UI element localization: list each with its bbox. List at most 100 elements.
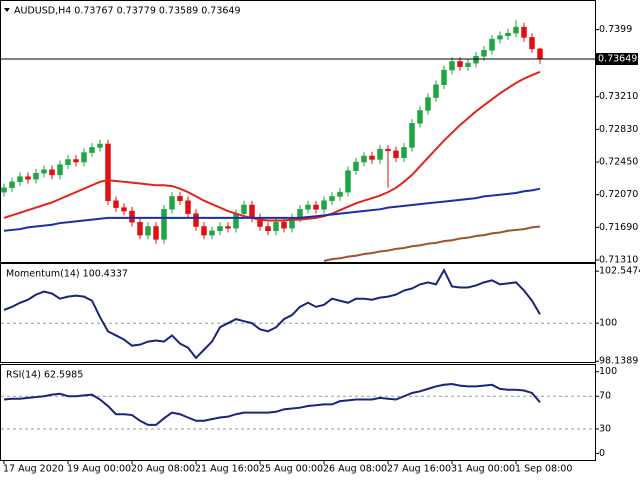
candle-body [353,161,359,171]
candle-body [225,226,231,229]
panel-title: RSI(14) 62.5985 [6,370,83,381]
x-tick-label: 25 Aug 00:00 [259,464,323,475]
panel-frame [0,263,596,363]
candle-body [417,110,423,124]
candle-body [281,221,287,229]
candle-body [57,164,63,176]
candle-body [209,230,215,236]
candle-body [49,169,55,176]
candle-body [521,26,527,38]
candle-body [41,169,47,174]
candle-body [409,123,415,148]
candle-body [401,147,407,158]
indicator-line [3,267,541,360]
y-tick-label: 100 [599,366,617,377]
y-tick-label: 0.72450 [599,157,638,168]
candle-body [297,209,303,219]
x-tick-label: 27 Aug 16:00 [387,464,451,475]
moving-average [323,225,541,262]
candle-body [329,196,335,201]
candle-body [249,204,255,219]
candle-body [441,69,447,85]
x-tick-label: 31 Aug 00:00 [451,464,515,475]
candle-body [73,159,79,163]
y-tick-label: 98.1389 [599,356,638,367]
candle-body [473,56,479,64]
chart-title: AUDUSD,H4 0.73767 0.73779 0.73589 0.7364… [14,6,241,17]
candle-body [537,48,543,60]
menu-arrow [4,8,10,12]
indicator-line [3,382,541,426]
y-tick-label: 70 [599,391,611,402]
panel-frame [0,364,596,461]
candle-body [97,143,103,148]
x-tick-label: 21 Aug 16:00 [195,464,259,475]
candle-body [529,37,535,50]
candle-body [65,159,71,165]
candle-body [361,155,367,163]
y-tick-label: 102.5474 [599,266,640,277]
candle-body [25,176,31,180]
candle-body [185,200,191,214]
candle-body [233,213,239,229]
y-tick-label: 0.73210 [599,91,638,102]
candle-body [1,187,7,193]
x-tick-label: 20 Aug 08:00 [131,464,195,475]
candle-body [425,97,431,111]
panel-title: Momentum(14) 100.4337 [6,269,128,280]
candle-body [145,226,151,236]
candle-body [273,221,279,232]
candle-body [33,172,39,180]
panel-frame [0,0,596,263]
candle-body [321,200,327,210]
price-tag-label: 0.73649 [598,53,637,64]
candle-body [81,152,87,163]
candle-body [345,170,351,193]
candle-body [265,226,271,232]
candle-body [497,35,503,40]
candle-body [121,207,127,212]
candle-body [137,221,143,236]
candle-body [89,147,95,153]
candle-body [313,204,319,210]
candle-body [433,84,439,98]
candle-body [241,204,247,214]
candle-body [305,204,311,210]
candle-body [129,210,135,223]
candle-body [9,181,15,189]
candle-body [337,191,343,197]
candle-body [161,209,167,240]
candle-body [17,176,23,183]
candle-body [481,50,487,57]
candle-body [505,32,511,36]
y-tick-label: 0.71310 [599,255,638,266]
x-tick-label: 19 Aug 00:00 [67,464,131,475]
candle-body [177,196,183,201]
candle-body [465,62,471,67]
candle-body [513,26,519,34]
candle-body [113,200,119,208]
candle-body [153,226,159,240]
y-tick-label: 100 [599,318,617,329]
candle-body [393,150,399,158]
candle-body [105,143,111,201]
y-tick-label: 0.72070 [599,189,638,200]
price-tag [596,52,638,65]
x-tick-label: 26 Aug 08:00 [323,464,387,475]
x-tick-label: 1 Sep 08:00 [515,464,572,475]
candle-body [169,196,175,210]
y-tick-label: 0.71690 [599,222,638,233]
y-tick-label: 30 [599,423,611,434]
moving-average [3,187,541,232]
candle-body [457,61,463,67]
candle-body [193,213,199,227]
y-tick-label: 0.72830 [599,124,638,135]
candle-body [217,226,223,232]
candle-body [369,155,375,160]
y-tick-label: 0 [599,448,605,459]
candle-body [449,61,455,71]
x-tick-label: 17 Aug 2020 [3,464,64,475]
candle-body [201,226,207,236]
